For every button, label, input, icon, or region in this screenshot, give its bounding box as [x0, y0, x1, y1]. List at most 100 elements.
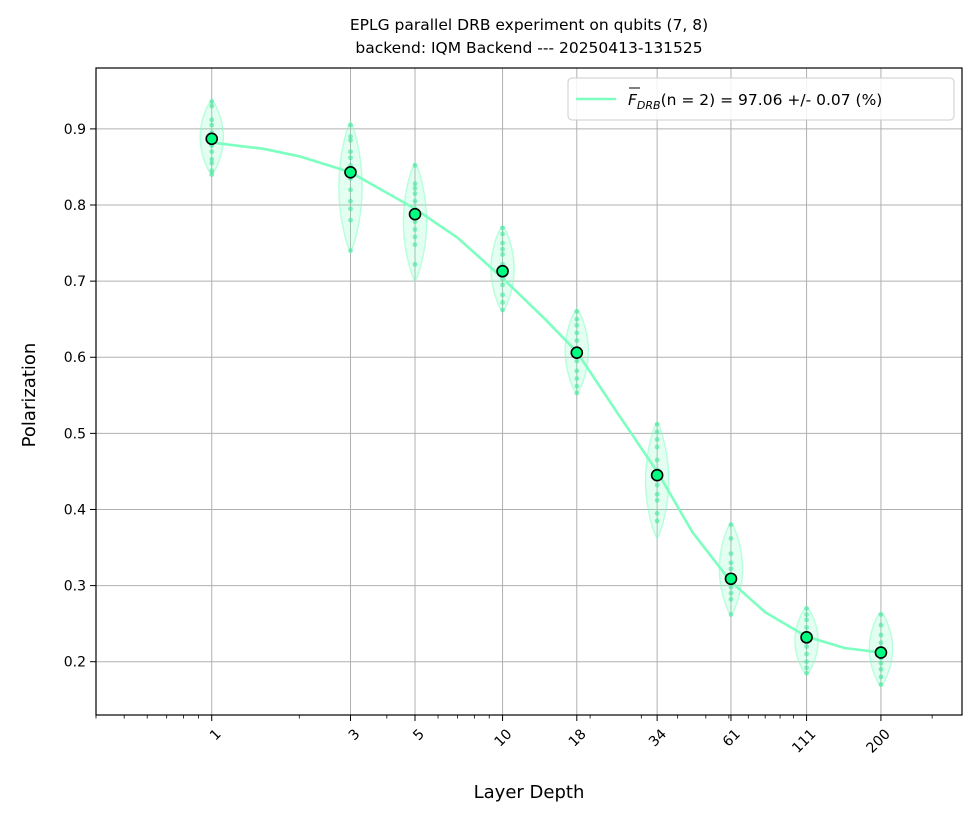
y-axis: 0.2 0.3 0.4 0.5 0.6 0.7 0.8 0.9 [64, 122, 96, 671]
sample-point [574, 316, 580, 322]
sample-point [728, 536, 734, 541]
sample-point [412, 261, 418, 267]
sample-point [654, 491, 660, 497]
sample-point [209, 122, 215, 128]
mean-marker [344, 165, 357, 179]
sample-point [804, 617, 809, 623]
x-tick-label: 1 [207, 726, 225, 744]
sample-point [348, 217, 353, 223]
sample-point [500, 246, 505, 252]
sample-point [654, 482, 660, 488]
legend-box [567, 77, 955, 121]
sample-point [412, 198, 418, 204]
sample-point [804, 670, 809, 676]
mean-marker [874, 646, 888, 659]
legend-label: FDRB(n = 2) = 97.06 +/- 0.07 (%) [628, 91, 882, 112]
y-tick-label: 0.2 [64, 655, 86, 671]
mean-marker [724, 572, 738, 586]
sample-point [412, 234, 418, 240]
y-tick-label: 0.9 [64, 122, 86, 138]
sample-point [209, 117, 215, 123]
legend: FDRB(n = 2) = 97.06 +/- 0.07 (%) [567, 77, 955, 121]
sample-point [500, 282, 505, 288]
grid [96, 68, 962, 715]
sample-point [654, 510, 660, 516]
sample-point [804, 644, 809, 649]
y-tick-label: 0.7 [64, 274, 86, 290]
sample-point [878, 640, 884, 646]
sample-point [209, 103, 215, 109]
violins [199, 98, 894, 688]
legend-value: (n = 2) = 97.06 +/- 0.07 (%) [661, 91, 883, 109]
sample-point [804, 612, 809, 617]
sample-point [654, 518, 660, 524]
x-tick-label: 10 [492, 726, 516, 750]
y-tick-label: 0.6 [64, 350, 86, 366]
sample-point [412, 185, 418, 191]
sample-point [654, 421, 660, 427]
sample-point [209, 99, 215, 104]
x-tick-label: 3 [346, 726, 364, 744]
sample-point [574, 330, 580, 336]
sample-point [348, 122, 353, 128]
sample-point [878, 674, 884, 680]
sample-point [500, 307, 505, 313]
sample-point [348, 198, 353, 204]
sample-point [804, 625, 809, 630]
sample-point [654, 497, 660, 503]
fit-curve-group [211, 141, 882, 654]
sample-point [209, 149, 215, 155]
sample-points [209, 99, 884, 687]
sample-point [728, 522, 734, 528]
mean-marker [408, 207, 422, 221]
mean-marker [800, 631, 813, 644]
sample-point [654, 429, 660, 435]
sample-point [878, 682, 884, 687]
sample-point [728, 566, 734, 572]
sample-point [209, 156, 215, 162]
chart-title-line1: EPLG parallel DRB experiment on qubits (… [350, 16, 708, 34]
sample-point [574, 390, 580, 396]
sample-point [728, 612, 734, 617]
mean-markers [205, 132, 888, 659]
chart-title-line2: backend: IQM Backend --- 20250413-131525 [355, 39, 702, 57]
x-tick-label: 18 [566, 726, 590, 750]
plot-frame [95, 67, 963, 716]
sample-point [209, 168, 215, 174]
y-axis-label: Polarization [19, 343, 40, 448]
sample-point [878, 622, 884, 628]
sample-point [412, 242, 418, 247]
sample-point [804, 665, 809, 671]
sample-point [728, 584, 734, 590]
sample-point [500, 300, 505, 305]
sample-point [574, 368, 580, 374]
sample-point [209, 160, 215, 166]
y-tick-label: 0.4 [64, 502, 86, 518]
sample-point [574, 376, 580, 381]
sample-point [574, 383, 580, 389]
sample-point [654, 457, 660, 463]
sample-point [500, 292, 505, 298]
sample-point [348, 134, 353, 139]
sample-point [804, 651, 809, 657]
sample-point [412, 219, 418, 225]
sample-point [348, 155, 353, 161]
sample-point [500, 231, 505, 237]
y-tick-label: 0.5 [64, 426, 86, 442]
x-axis-label: Layer Depth [474, 782, 585, 803]
sample-point [412, 163, 418, 168]
sample-point [500, 225, 505, 231]
x-tick-label: 61 [720, 726, 744, 750]
sample-point [412, 181, 418, 187]
sample-point [574, 338, 580, 343]
x-tick-label: 34 [646, 726, 670, 750]
fit-curve [211, 141, 882, 654]
y-tick-label: 0.8 [64, 198, 86, 214]
sample-point [348, 248, 353, 254]
y-tick-label: 0.3 [64, 579, 86, 595]
sample-point [348, 137, 353, 143]
sample-point [574, 322, 580, 328]
sample-point [654, 437, 660, 442]
sample-point [574, 309, 580, 314]
